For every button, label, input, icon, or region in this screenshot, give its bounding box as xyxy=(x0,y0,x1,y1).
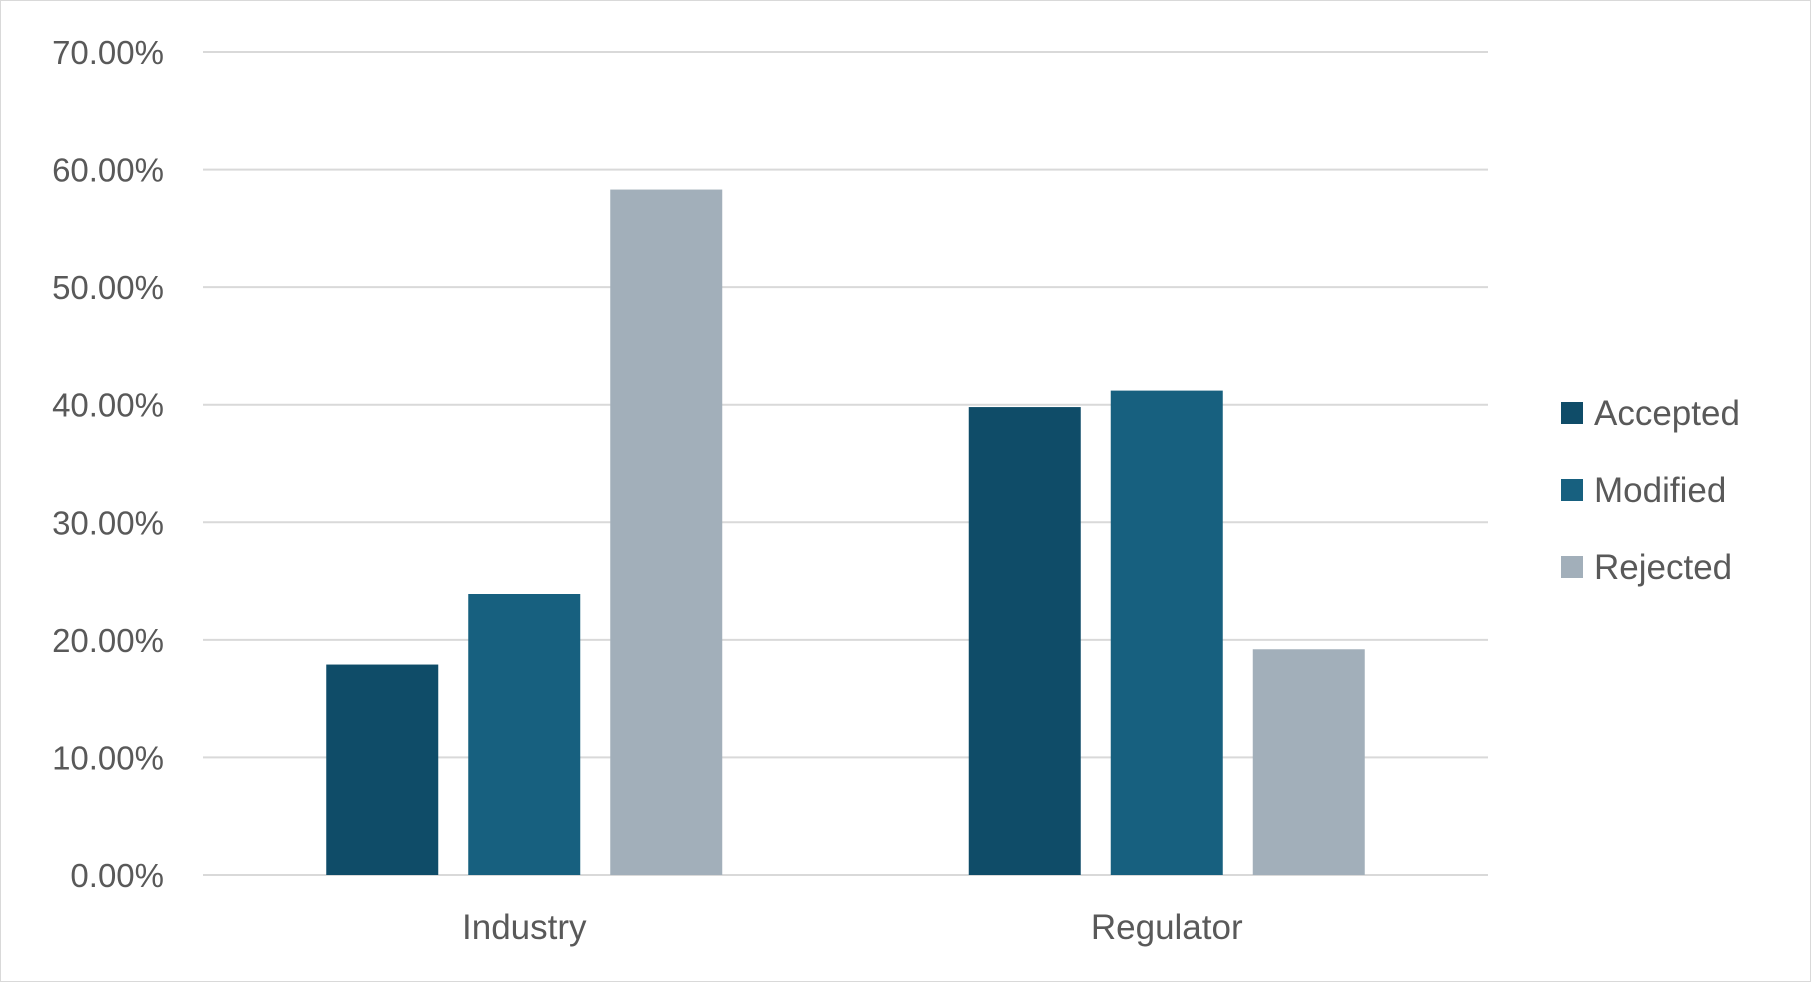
y-tick-label: 50.00% xyxy=(52,269,164,306)
legend-swatch xyxy=(1561,402,1583,424)
bar-industry-modified xyxy=(468,594,581,875)
y-tick-label: 60.00% xyxy=(52,152,164,189)
bar-regulator-accepted xyxy=(968,407,1081,875)
legend-label: Rejected xyxy=(1594,548,1732,587)
x-category-label: Industry xyxy=(462,908,587,947)
x-category-label: Regulator xyxy=(1091,908,1243,947)
bar-regulator-modified xyxy=(1110,390,1223,875)
y-tick-label: 20.00% xyxy=(52,622,164,659)
y-tick-label: 40.00% xyxy=(52,387,164,424)
y-tick-label: 30.00% xyxy=(52,504,164,541)
bar-regulator-rejected xyxy=(1252,649,1365,875)
legend: Accepted Modified Rejected xyxy=(1561,394,1740,587)
legend-label: Modified xyxy=(1594,471,1726,510)
y-axis-ticks: 0.00% 10.00% 20.00% 30.00% 40.00% 50.00% 60.00… xyxy=(52,34,164,894)
legend-swatch xyxy=(1561,479,1583,501)
y-tick-label: 0.00% xyxy=(70,857,164,894)
legend-label: Accepted xyxy=(1594,394,1740,433)
bar-industry-accepted xyxy=(326,664,439,875)
bars xyxy=(326,189,1365,875)
x-axis-categories: Industry Regulator xyxy=(462,908,1243,947)
legend-swatch xyxy=(1561,556,1583,578)
y-tick-label: 10.00% xyxy=(52,739,164,776)
y-tick-label: 70.00% xyxy=(52,34,164,71)
bar-industry-rejected xyxy=(610,189,723,875)
